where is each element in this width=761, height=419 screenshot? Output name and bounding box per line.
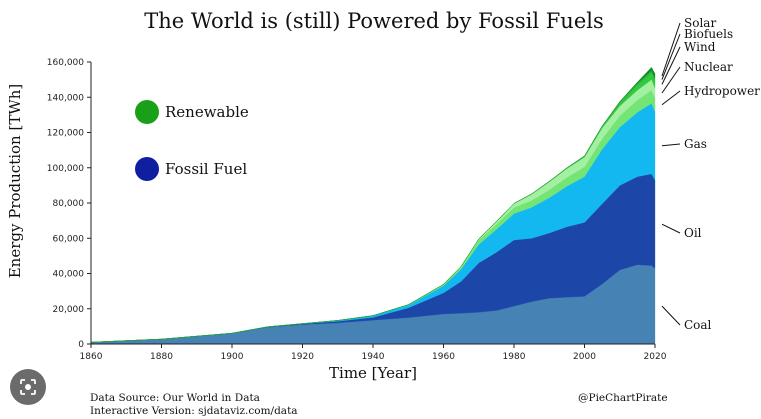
legend-label: Renewable xyxy=(165,103,249,121)
series-label-gas: Gas xyxy=(684,137,707,151)
series-label-coal: Coal xyxy=(684,318,712,332)
series-label-wind: Wind xyxy=(684,40,716,54)
author-credit: @PieChartPirate xyxy=(578,392,668,404)
legend-swatch-renewable xyxy=(135,100,159,124)
leader-line xyxy=(661,223,681,234)
y-tick-label: 100,000 xyxy=(47,164,84,174)
leader-line xyxy=(661,46,681,85)
leader-line xyxy=(661,22,681,77)
leader-line xyxy=(661,305,681,326)
x-tick-label: 1920 xyxy=(291,352,314,362)
legend-swatch-fossil-fuel xyxy=(135,157,159,181)
y-tick-label: 140,000 xyxy=(47,93,84,103)
x-axis-title: Time [Year] xyxy=(329,364,417,382)
camera-lens-icon xyxy=(20,379,36,395)
y-tick-label: 80,000 xyxy=(53,199,85,209)
y-tick-label: 160,000 xyxy=(47,58,84,68)
x-tick-label: 2000 xyxy=(573,352,596,362)
x-tick-label: 1900 xyxy=(221,352,244,362)
x-tick-label: 2020 xyxy=(644,352,667,362)
x-tick-label: 1980 xyxy=(503,352,526,362)
series-label-solar: Solar xyxy=(684,16,716,30)
series-label-hydropower: Hydropower xyxy=(684,84,760,98)
y-tick-label: 20,000 xyxy=(53,305,85,315)
chart-title: The World is (still) Powered by Fossil F… xyxy=(144,9,604,33)
interactive-version-text: Interactive Version: sjdataviz.com/data xyxy=(90,405,298,417)
series-label-oil: Oil xyxy=(684,226,702,240)
chart-axes: 0 20,000 40,000 60,000 80,000 100,000 120,000 1… xyxy=(47,58,667,362)
chart-legend: Renewable Fossil Fuel xyxy=(135,100,249,181)
leader-line xyxy=(661,33,681,80)
area-solar xyxy=(90,67,656,343)
x-tick-label: 1880 xyxy=(150,352,173,362)
y-tick-label: 0 xyxy=(78,340,84,350)
series-label-nuclear: Nuclear xyxy=(684,60,733,74)
y-tick-label: 60,000 xyxy=(53,234,85,244)
data-source-text: Data Source: Our World in Data xyxy=(90,392,260,404)
leader-line xyxy=(661,143,681,147)
y-tick-label: 40,000 xyxy=(53,270,85,280)
x-tick-label: 1860 xyxy=(80,352,103,362)
chart-areas xyxy=(90,67,656,345)
y-tick-label: 120,000 xyxy=(47,129,84,139)
lens-search-icon[interactable] xyxy=(10,369,46,405)
y-axis-title: Energy Production [TWh] xyxy=(6,84,24,279)
leader-line xyxy=(661,90,681,106)
leader-line xyxy=(661,66,681,94)
legend-label: Fossil Fuel xyxy=(165,160,247,178)
series-label-biofuels: Biofuels xyxy=(684,27,733,41)
x-tick-label: 1940 xyxy=(362,352,385,362)
x-tick-label: 1960 xyxy=(432,352,455,362)
